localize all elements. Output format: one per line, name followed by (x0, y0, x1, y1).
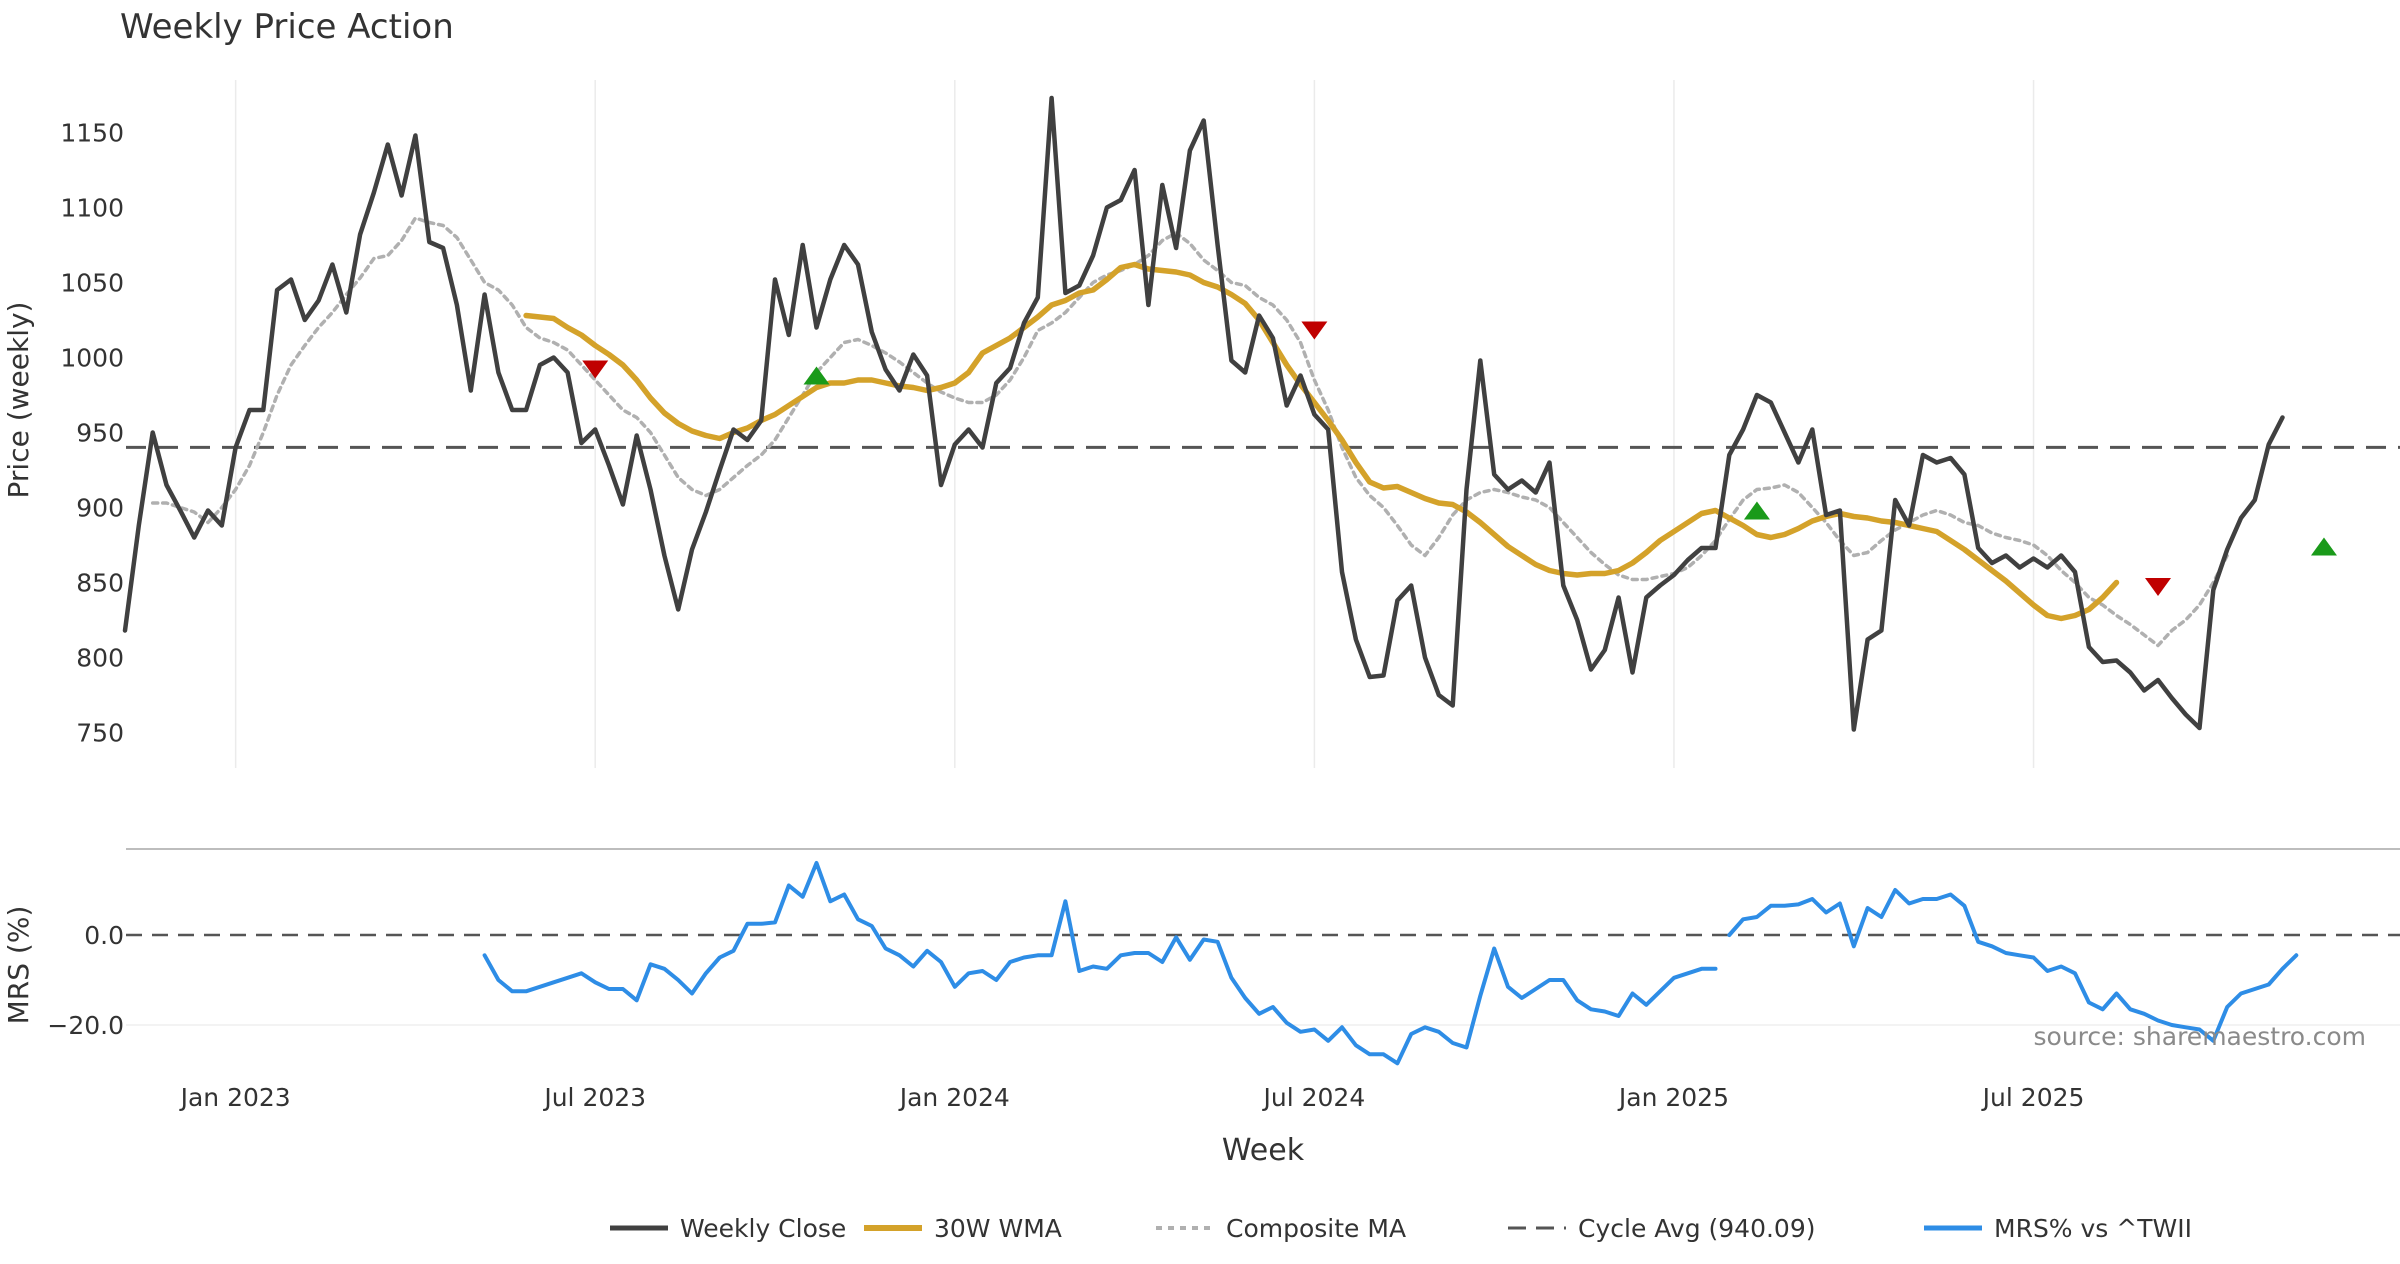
price-y-tick-850: 850 (76, 569, 124, 598)
price-axis-label: Price (weekly) (2, 302, 35, 499)
series-30w-wma (523, 261, 2120, 622)
price-y-tick-800: 800 (76, 644, 124, 673)
sell-signal-marker-4 (2145, 578, 2172, 596)
price-y-ticks: 750 800 850 900 950 1000 1050 1100 1150 (60, 119, 124, 748)
price-y-tick-900: 900 (76, 494, 124, 523)
legend-label-mrs-vs-twii: MRS% vs ^TWII (1994, 1214, 2192, 1243)
x-axis-label: Week (1222, 1133, 1305, 1168)
signal-markers (582, 321, 2337, 596)
mrs-y-tick-1: −20.0 (47, 1011, 124, 1040)
mrs-y-ticks: 0.0 −20.0 (47, 921, 124, 1040)
legend-label-30w-wma: 30W WMA (934, 1214, 1062, 1243)
chart-title: Weekly Price Action (120, 7, 454, 47)
buy-signal-marker-1 (803, 366, 830, 385)
price-y-tick-1150: 1150 (60, 119, 124, 148)
price-y-tick-1000: 1000 (60, 344, 124, 373)
mrs-axis-label: MRS (%) (2, 906, 35, 1025)
x-tick-jul-2024: Jul 2024 (1262, 1083, 1366, 1112)
x-gridlines (126, 80, 2400, 1026)
buy-signal-marker-5 (2310, 537, 2337, 556)
price-y-tick-1100: 1100 (60, 194, 124, 223)
mrs-series (482, 861, 2299, 1066)
price-series (122, 95, 2285, 732)
series-mrs-segment-1 (1727, 888, 2299, 1043)
legend-label-weekly-close: Weekly Close (680, 1214, 846, 1243)
x-tick-jul-2025: Jul 2025 (1981, 1083, 2085, 1112)
legend-label-composite-ma: Composite MA (1226, 1214, 1406, 1243)
series-composite-ma (150, 216, 2229, 648)
legend: Weekly Close 30W WMA Composite MA Cycle Avg… (610, 1214, 2192, 1243)
price-y-tick-950: 950 (76, 419, 124, 448)
x-tick-jul-2023: Jul 2023 (542, 1083, 646, 1112)
legend-label-cycle-avg-940-09: Cycle Avg (940.09) (1578, 1214, 1816, 1243)
sell-signal-marker-0 (582, 360, 609, 379)
x-tick-jan-2025: Jan 2025 (1617, 1083, 1729, 1112)
buy-signal-marker-3 (1743, 501, 1770, 520)
series-weekly-close (122, 95, 2285, 732)
price-y-tick-1050: 1050 (60, 269, 124, 298)
reference-lines (126, 445, 2400, 937)
x-tick-jan-2024: Jan 2024 (898, 1083, 1010, 1112)
series-mrs-segment-0 (482, 861, 1718, 1066)
x-ticks: Jan 2023 Jul 2023 Jan 2024 Jul 2024 Jan 2025… (179, 1083, 2085, 1112)
source-watermark: source: sharemaestro.com (2034, 1022, 2367, 1051)
sell-signal-marker-2 (1301, 321, 1328, 340)
mrs-y-tick-0: 0.0 (84, 921, 124, 950)
price-y-tick-750: 750 (76, 719, 124, 748)
x-tick-jan-2023: Jan 2023 (179, 1083, 291, 1112)
